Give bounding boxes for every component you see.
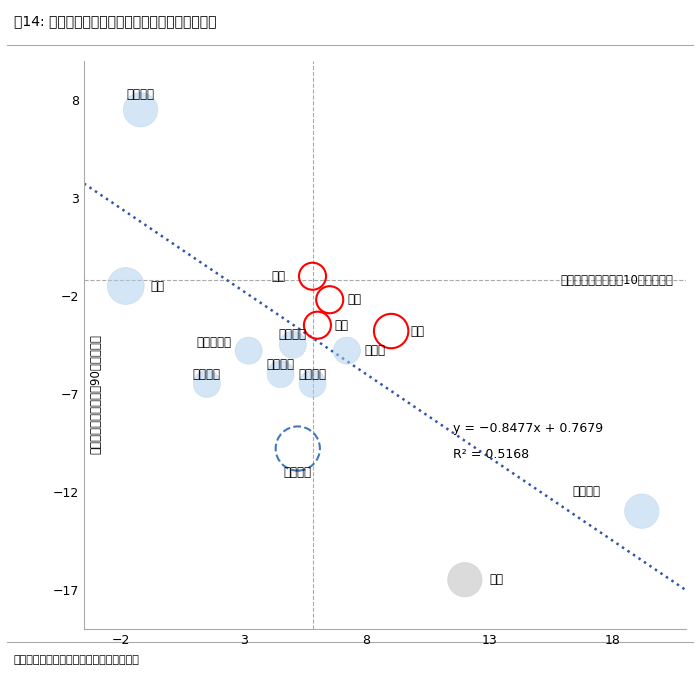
Text: 汽车: 汽车 — [411, 324, 425, 337]
Ellipse shape — [624, 494, 659, 529]
Text: 黑金: 黑金 — [150, 279, 164, 293]
Ellipse shape — [107, 268, 144, 304]
Text: 非金属: 非金属 — [364, 344, 385, 357]
Text: R² = 0.5168: R² = 0.5168 — [453, 448, 528, 461]
Ellipse shape — [193, 370, 220, 397]
Ellipse shape — [333, 337, 360, 364]
Ellipse shape — [235, 337, 262, 364]
Text: 纺服: 纺服 — [489, 573, 503, 586]
Text: 电气机械: 电气机械 — [284, 466, 312, 479]
Text: 农副食品: 农副食品 — [127, 88, 155, 101]
Text: 金属制品: 金属制品 — [572, 485, 600, 498]
Ellipse shape — [448, 562, 482, 597]
Text: 基础化工: 基础化工 — [298, 368, 326, 381]
Ellipse shape — [267, 360, 294, 387]
Text: 资料来源：万得，国信证券经济研究所整理: 资料来源：万得，国信证券经济研究所整理 — [14, 655, 140, 665]
Text: 原材料短缺程度与历史90分位数偏差: 原材料短缺程度与历史90分位数偏差 — [90, 334, 103, 454]
Text: 医药: 医药 — [272, 270, 286, 283]
Text: 通用设备: 通用设备 — [279, 329, 307, 341]
Ellipse shape — [279, 331, 307, 358]
Text: 有色: 有色 — [335, 318, 349, 332]
Text: 产成品丰裕度与历史10分位数偏差: 产成品丰裕度与历史10分位数偏差 — [561, 274, 673, 287]
Text: 专用设备: 专用设备 — [267, 358, 295, 371]
Text: 化纤橡胶: 化纤橡胶 — [193, 368, 221, 381]
Text: y = −0.8477x + 0.7679: y = −0.8477x + 0.7679 — [453, 422, 603, 435]
Text: 计算机电子: 计算机电子 — [197, 336, 232, 349]
Ellipse shape — [123, 93, 158, 127]
Text: 石油: 石油 — [347, 293, 361, 306]
Text: 图14: 原材料和产成品紧缺：一条回归线与四个区域: 图14: 原材料和产成品紧缺：一条回归线与四个区域 — [14, 14, 216, 28]
Ellipse shape — [299, 370, 326, 397]
